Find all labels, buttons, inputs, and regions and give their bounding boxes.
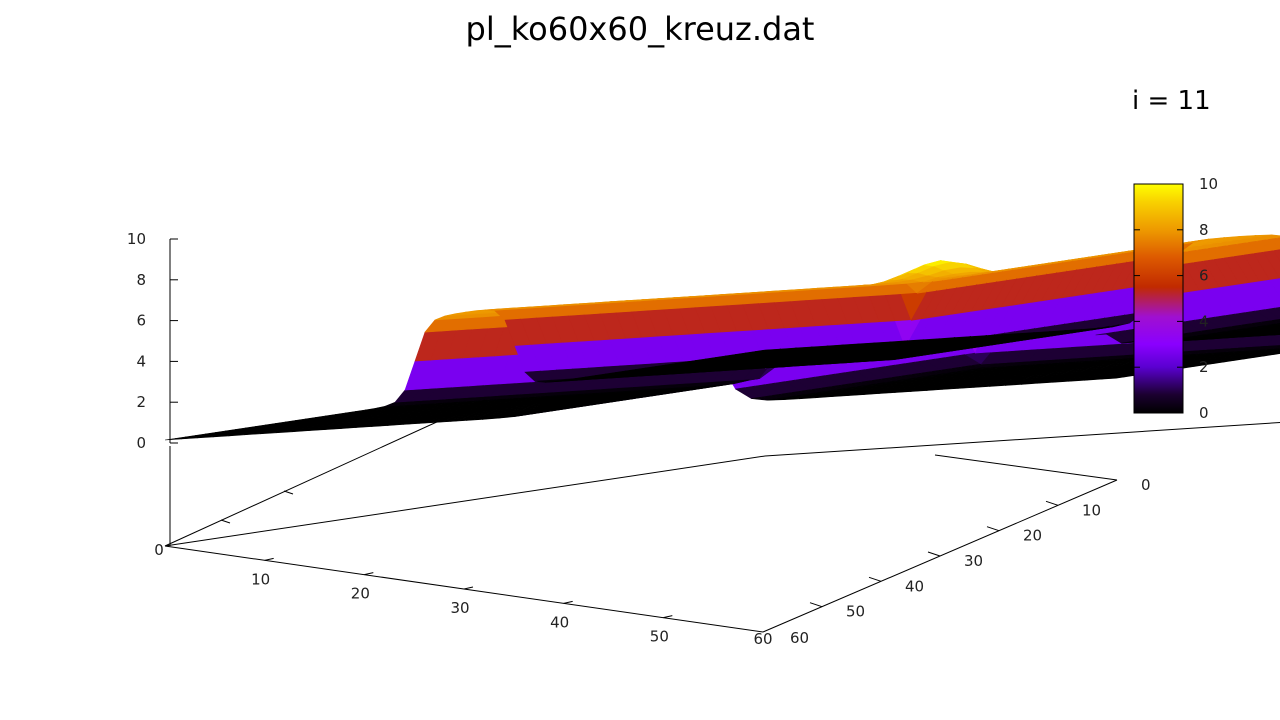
x-tick-mark <box>563 600 573 604</box>
y-tick-label: 40 <box>905 577 924 595</box>
x-tick-label: 30 <box>450 599 469 617</box>
surface-cell <box>1274 307 1280 312</box>
surface-cell <box>1263 250 1280 279</box>
surface-cell <box>1276 330 1280 332</box>
x-tick-label: 10 <box>251 570 270 588</box>
y-tick-label: 60 <box>790 629 809 647</box>
surface-cell <box>1267 323 1280 326</box>
colorbox-tick-label: 10 <box>1199 175 1218 193</box>
surface-cell <box>1272 345 1280 349</box>
surface-layer <box>164 234 1280 441</box>
y-tick-mark <box>927 551 941 557</box>
x-back-axis-line <box>164 399 486 547</box>
y-back-axis-line <box>934 454 1118 481</box>
x-tick-mark <box>264 557 274 561</box>
surface-cell <box>1257 239 1280 251</box>
front-axes-layer: 0 10 20 30 40 50 60 0 10 20 30 40 50 60 0 2 4 6 8 10 <box>127 230 1151 648</box>
y-tick-mark <box>1045 500 1059 506</box>
colorbox-tick-label: 0 <box>1199 404 1209 422</box>
y-tick-label: 10 <box>1082 501 1101 519</box>
iteration-label: i = 11 <box>1132 86 1211 116</box>
colorbox-tick-label: 2 <box>1199 358 1209 376</box>
surface-cell <box>1274 350 1280 353</box>
surface-cell <box>1271 319 1280 322</box>
x-tick-mark <box>463 586 474 590</box>
x-tick-label: 20 <box>351 585 370 603</box>
y-tick-label: 0 <box>1141 476 1151 494</box>
surface-cell <box>1261 320 1280 325</box>
base-axes-layer <box>164 422 1280 547</box>
z-tick-label: 0 <box>136 434 146 452</box>
x-tick-mark <box>663 615 673 619</box>
colorbox-tick-label: 8 <box>1199 221 1209 239</box>
x-tick-label: 0 <box>154 541 164 559</box>
surface-cell <box>1262 347 1280 351</box>
surface-cell <box>1274 327 1280 330</box>
z-tick-label: 6 <box>136 312 146 330</box>
x-axis-line <box>164 455 766 547</box>
y-tick-mark <box>868 576 882 582</box>
z-tick-label: 10 <box>127 230 146 248</box>
x-tick-label: 50 <box>650 628 669 646</box>
y-tick-label: 50 <box>846 603 865 621</box>
x-tick-label: 60 <box>753 630 772 648</box>
colorbox-tick-label: 6 <box>1199 267 1209 285</box>
surface-cell <box>1262 234 1280 239</box>
x-tick-label: 40 <box>550 613 569 631</box>
colorbox-gradient <box>1133 183 1184 414</box>
z-tick-label: 2 <box>136 393 146 411</box>
z-tick-label: 4 <box>136 352 146 370</box>
back-tick-mark <box>283 490 294 495</box>
chart-title: pl_ko60x60_kreuz.dat <box>465 10 815 48</box>
surface-cell <box>1267 237 1280 248</box>
surface-cell <box>1264 307 1280 319</box>
surface-cell <box>1266 332 1280 346</box>
surface-cell <box>1269 278 1280 298</box>
y-tick-label: 20 <box>1023 527 1042 545</box>
y-tick-mark <box>986 526 1000 532</box>
surface-cell <box>1254 309 1280 321</box>
surface-cell <box>1256 344 1280 350</box>
surface-cell <box>1259 279 1280 309</box>
x-tick-mark <box>364 572 374 576</box>
surface-cell <box>1273 249 1280 262</box>
z-tick-label: 8 <box>136 271 146 289</box>
x-far-axis-line <box>764 422 1280 457</box>
colorbox-tick-label: 4 <box>1199 312 1209 330</box>
back-tick-mark <box>220 519 231 524</box>
y-tick-label: 30 <box>964 552 983 570</box>
surface-cell <box>1277 322 1280 324</box>
y-tick-mark <box>809 602 823 608</box>
colorbox: 0 2 4 6 8 10 <box>1133 175 1218 422</box>
surface-cell <box>1278 333 1280 334</box>
